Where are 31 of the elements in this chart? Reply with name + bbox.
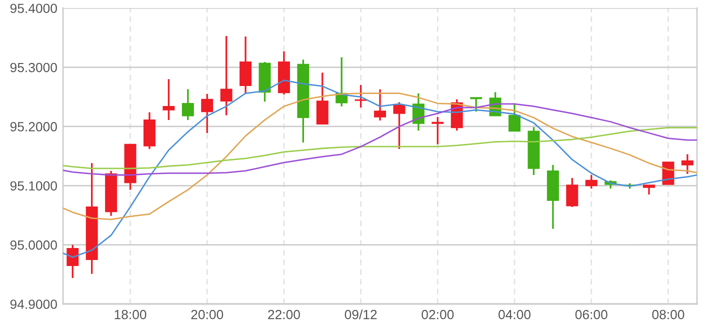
y-tick-label: 95.1000 (10, 181, 57, 191)
candlestick (585, 174, 598, 190)
candlestick (681, 153, 694, 175)
candlestick (162, 78, 175, 121)
x-tick-label: 18:00 (114, 310, 146, 320)
y-tick-label: 95.2000 (10, 122, 57, 132)
candlestick (643, 184, 655, 196)
x-tick-label: 08:00 (652, 310, 684, 320)
candlestick (566, 177, 578, 208)
candlestick (374, 88, 386, 122)
candlestick (240, 36, 252, 95)
y-tick-label: 94.9000 (10, 300, 57, 309)
x-tick-label: 04:00 (498, 310, 531, 320)
candlestick (508, 102, 521, 132)
y-tick-label: 95.0000 (10, 240, 57, 250)
x-tick-label: 06:00 (575, 310, 608, 320)
candlestick (470, 96, 482, 113)
candlestick (316, 72, 328, 125)
x-tick-label: 02:00 (422, 310, 454, 320)
y-tick-label: 95.4000 (10, 4, 57, 14)
x-tick-label: 20:00 (191, 310, 224, 320)
candlestick (201, 93, 214, 134)
candlestick (393, 101, 406, 150)
candlestick (354, 84, 367, 108)
candlestick (432, 116, 444, 146)
x-tick-label: 09/12 (344, 310, 377, 320)
candlestick (182, 88, 194, 121)
candlestick (66, 244, 79, 279)
x-tick-label: 22:00 (268, 310, 300, 320)
candlestick (220, 35, 232, 116)
y-tick-label: 95.3000 (10, 62, 57, 72)
